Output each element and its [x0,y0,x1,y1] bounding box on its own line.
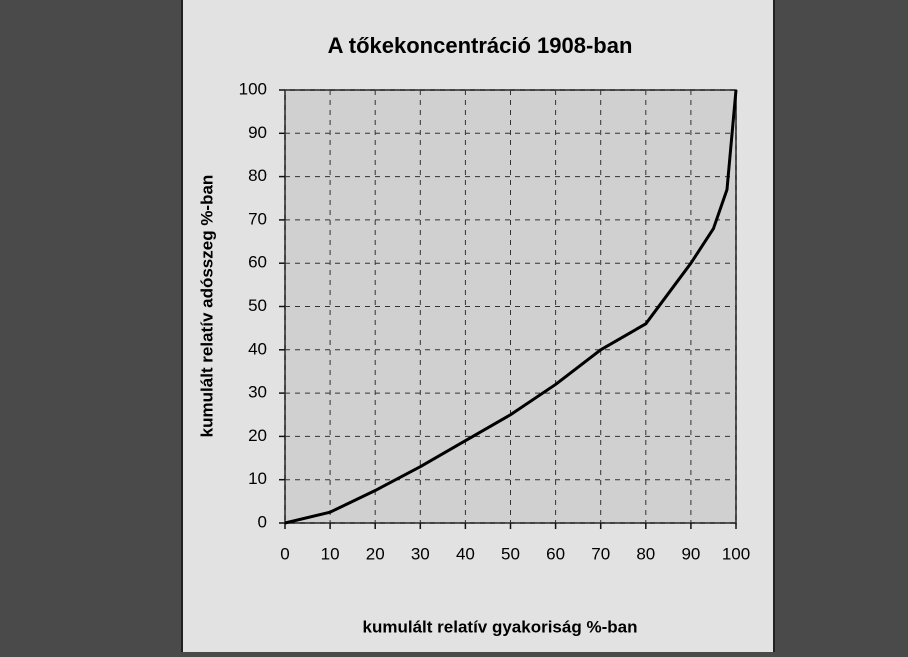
y-tick-label: 0 [258,512,267,531]
x-tick-label: 40 [456,544,475,563]
x-tick-label: 60 [546,544,565,563]
x-tick-label: 0 [280,544,289,563]
y-tick-label: 80 [248,166,267,185]
y-tick-label: 40 [248,339,267,358]
x-tick-label: 50 [501,544,520,563]
y-tick-label: 70 [248,209,267,228]
y-tick-label: 30 [248,383,267,402]
x-axis-label: kumulált relatív gyakoriság %-ban [363,617,638,636]
y-tick-label: 20 [248,426,267,445]
y-tick-label: 10 [248,469,267,488]
x-tick-label: 30 [411,544,430,563]
data-line [284,89,738,525]
chart-title: A tőkekoncentráció 1908-ban [328,33,633,58]
x-tick-label: 20 [366,544,385,563]
y-tick-label: 60 [248,253,267,272]
y-axis-label: kumulált relatív adósszeg %-ban [197,175,216,438]
x-tick-label: 80 [636,544,655,563]
y-tick-label: 100 [239,79,267,98]
x-tick-label: 10 [321,544,340,563]
x-tick-label: 90 [681,544,700,563]
x-tick-label: 100 [722,544,750,563]
y-tick-label: 50 [248,296,267,315]
x-tick-label: 70 [591,544,610,563]
y-tick-label: 90 [248,123,267,142]
